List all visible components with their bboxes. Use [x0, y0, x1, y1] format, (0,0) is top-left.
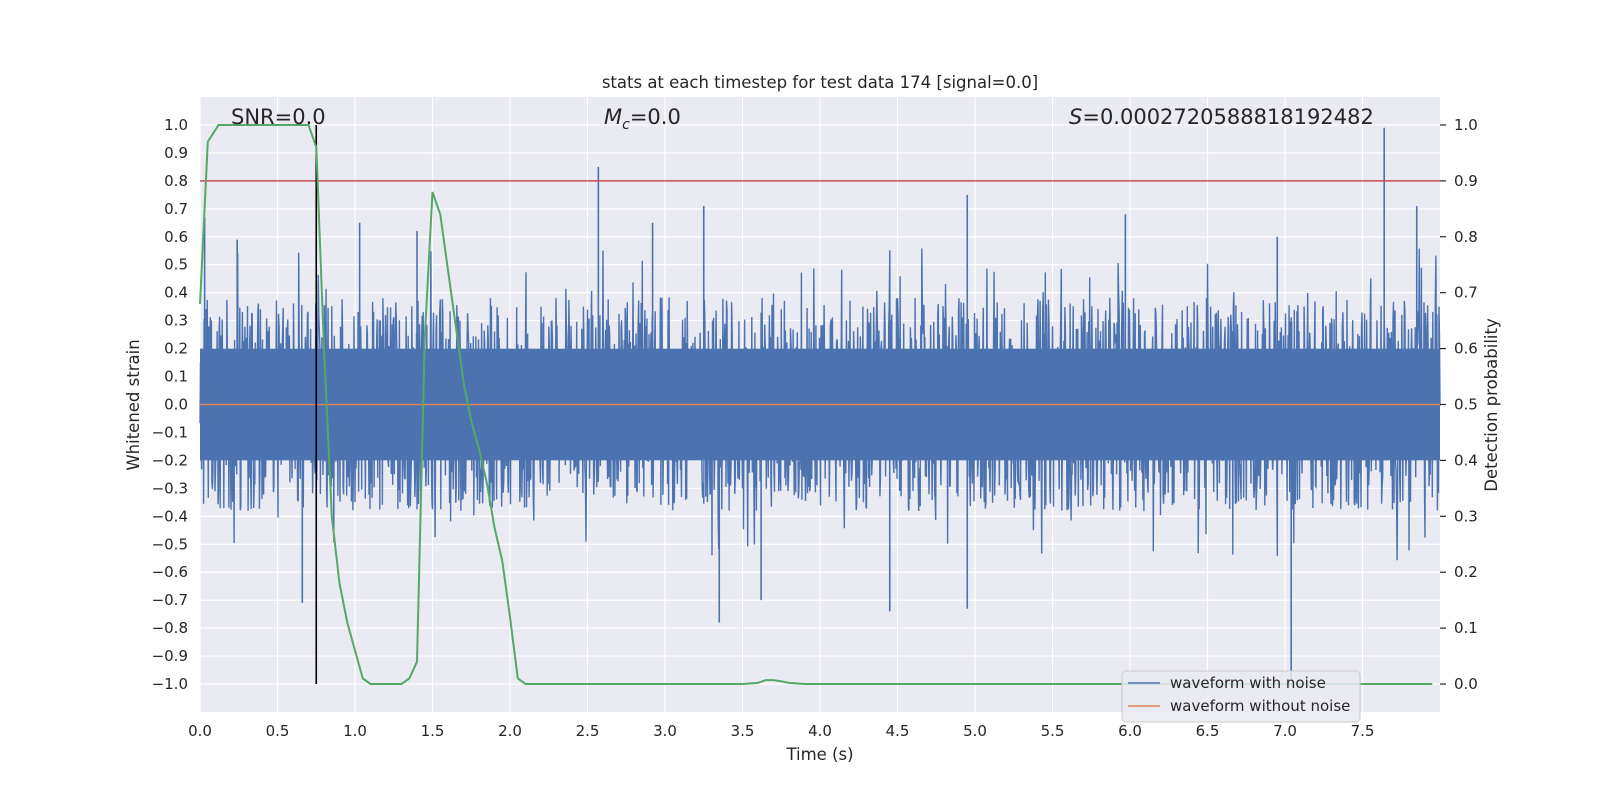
x-tick-label: 5.5 — [1041, 722, 1065, 740]
y-right-tick-label: 0.1 — [1454, 619, 1478, 637]
y-left-tick-label: 0.8 — [164, 172, 188, 190]
overlays — [199, 124, 1440, 685]
y-left-tick-label: 0.6 — [164, 228, 188, 246]
chirp-mass-value: =0.0 — [630, 105, 681, 129]
y-right-tick-label: 0.4 — [1454, 451, 1478, 469]
x-tick-label: 0.5 — [266, 722, 290, 740]
legend-label-noise: waveform with noise — [1170, 674, 1326, 692]
detection-probability-line — [199, 124, 1433, 685]
y-left-tick-label: −0.4 — [152, 507, 188, 525]
s-annotation: S=0.0002720588818192482 — [1069, 105, 1374, 129]
y-left-tick-label: −0.3 — [152, 479, 188, 497]
y-left-tick-label: 0.0 — [164, 396, 188, 414]
x-tick-label: 4.5 — [886, 722, 910, 740]
y-left-tick-label: 0.3 — [164, 312, 188, 330]
y-right-axis-label: Detection probability — [1482, 318, 1501, 492]
y-left-tick-label: −0.7 — [152, 591, 188, 609]
x-axis-ticks: 0.0 0.5 1.0 1.5 2.0 2.5 3.0 3.5 4.0 4.5 5.0 5.5 6.0 6… — [188, 722, 1374, 740]
s-value: =0.0002720588818192482 — [1082, 105, 1374, 129]
x-tick-label: 3.5 — [731, 722, 755, 740]
x-tick-label: 6.0 — [1118, 722, 1142, 740]
chirp-mass-subscript: c — [622, 117, 630, 133]
x-tick-label: 1.5 — [421, 722, 445, 740]
x-axis-label: Time (s) — [785, 745, 853, 764]
x-tick-label: 3.0 — [653, 722, 677, 740]
y-right-tick-label: 0.8 — [1454, 228, 1478, 246]
chart-title: stats at each timestep for test data 174… — [602, 73, 1038, 92]
y-left-axis-ticks: 1.0 0.9 0.8 0.7 0.6 0.5 0.4 0.3 0.2 0.1 0.0 −0.1 −0.… — [152, 116, 188, 693]
y-left-tick-label: −0.6 — [152, 563, 188, 581]
x-tick-label: 1.0 — [343, 722, 367, 740]
y-right-tick-label: 0.6 — [1454, 340, 1478, 358]
y-left-tick-label: −0.2 — [152, 451, 188, 469]
chirp-mass-annotation: Mc=0.0 — [604, 105, 681, 133]
x-tick-label: 6.5 — [1196, 722, 1220, 740]
y-right-tick-label: 0.0 — [1454, 675, 1478, 693]
y-left-axis-label: Whitened strain — [124, 339, 143, 470]
y-left-tick-label: −0.5 — [152, 535, 188, 553]
y-right-tick-label: 0.3 — [1454, 507, 1478, 525]
x-tick-label: 0.0 — [188, 722, 212, 740]
snr-annotation: SNR=0.0 — [231, 105, 326, 129]
x-tick-label: 2.0 — [498, 722, 522, 740]
x-tick-label: 4.0 — [808, 722, 832, 740]
y-left-tick-label: 1.0 — [164, 116, 188, 134]
y-right-tick-label: 0.7 — [1454, 284, 1478, 302]
x-tick-label: 2.5 — [576, 722, 600, 740]
y-right-tick-label: 0.5 — [1454, 396, 1478, 414]
y-left-tick-label: 0.7 — [164, 200, 188, 218]
chirp-mass-symbol: M — [604, 105, 622, 129]
y-left-tick-label: −0.1 — [152, 423, 188, 441]
y-left-tick-label: 0.2 — [164, 340, 188, 358]
y-left-tick-label: 0.4 — [164, 284, 188, 302]
y-left-tick-label: 0.5 — [164, 256, 188, 274]
y-right-tick-label: 0.9 — [1454, 172, 1478, 190]
y-left-tick-label: 0.9 — [164, 144, 188, 162]
legend-label-clean: waveform without noise — [1170, 697, 1350, 715]
legend-box — [1121, 670, 1361, 723]
y-left-tick-label: −0.8 — [152, 619, 188, 637]
y-right-axis-ticks: 1.0 0.9 0.8 0.7 0.6 0.5 0.4 0.3 0.2 0.1 0.0 — [1440, 116, 1478, 693]
s-symbol: S — [1069, 105, 1082, 129]
x-tick-label: 5.0 — [963, 722, 987, 740]
legend: waveform with noise waveform without noi… — [1121, 670, 1361, 723]
x-tick-label: 7.0 — [1273, 722, 1297, 740]
y-right-tick-label: 1.0 — [1454, 116, 1478, 134]
y-left-tick-label: 0.1 — [164, 368, 188, 386]
y-right-tick-label: 0.2 — [1454, 563, 1478, 581]
x-tick-label: 7.5 — [1351, 722, 1375, 740]
y-left-tick-label: −1.0 — [152, 675, 188, 693]
y-left-tick-label: −0.9 — [152, 647, 188, 665]
